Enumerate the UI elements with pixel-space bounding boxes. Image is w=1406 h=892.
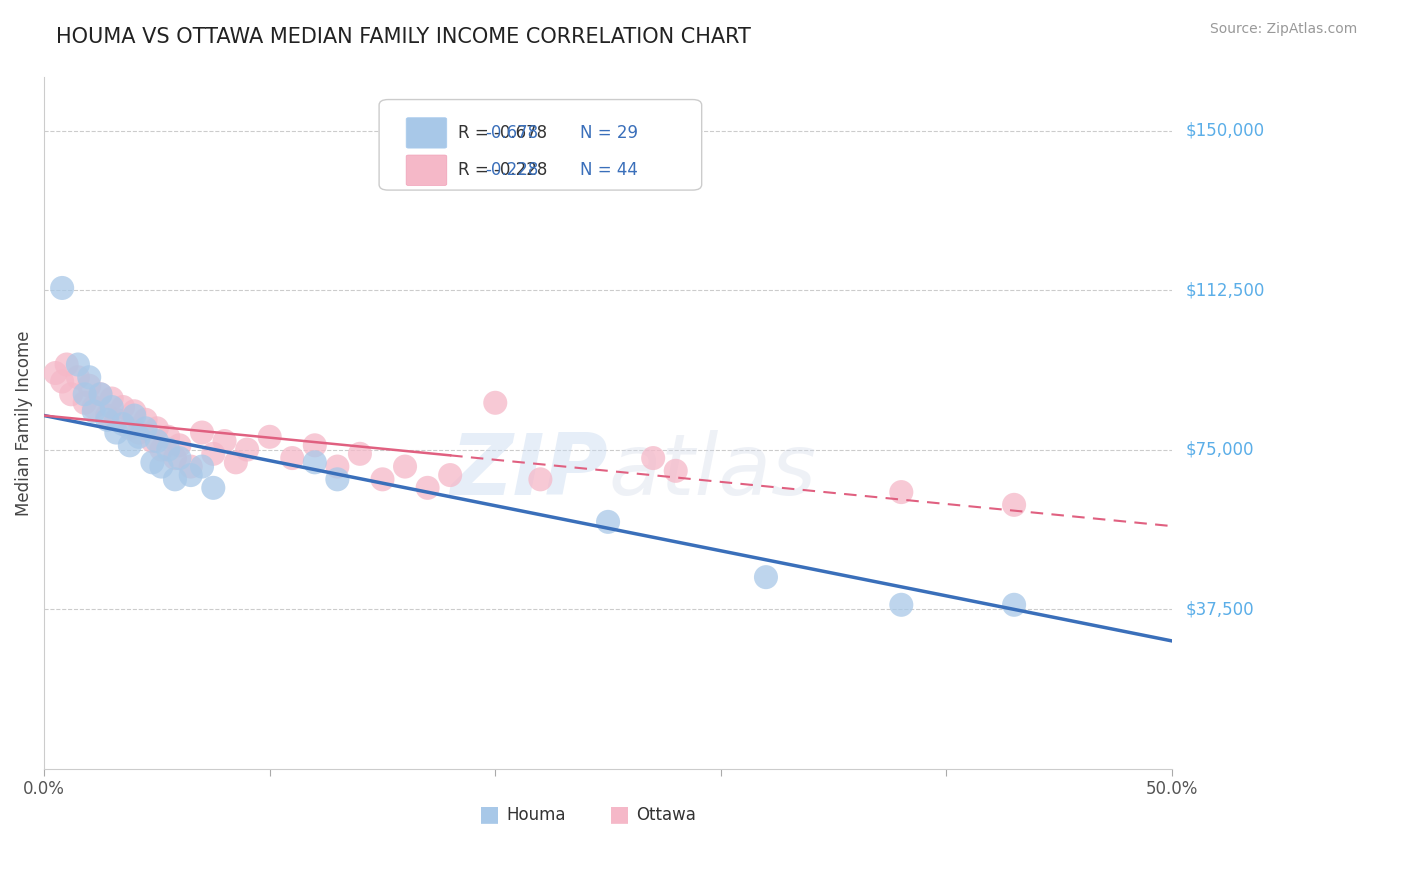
Text: HOUMA VS OTTAWA MEDIAN FAMILY INCOME CORRELATION CHART: HOUMA VS OTTAWA MEDIAN FAMILY INCOME COR… — [56, 27, 751, 46]
Point — [141, 434, 163, 448]
Point — [77, 370, 100, 384]
Point — [439, 468, 461, 483]
Text: ■: ■ — [479, 804, 501, 824]
Point — [55, 358, 77, 372]
FancyBboxPatch shape — [406, 155, 447, 186]
Point — [60, 387, 83, 401]
Point — [371, 472, 394, 486]
Point — [146, 421, 169, 435]
Text: ZIP: ZIP — [450, 430, 607, 513]
Text: N = 44: N = 44 — [579, 161, 638, 179]
Text: -0.228: -0.228 — [485, 161, 538, 179]
Point — [596, 515, 619, 529]
Point — [163, 451, 186, 466]
Point — [236, 442, 259, 457]
Point — [135, 413, 157, 427]
Text: Source: ZipAtlas.com: Source: ZipAtlas.com — [1209, 22, 1357, 37]
Point — [202, 447, 225, 461]
Point — [259, 430, 281, 444]
Point — [150, 459, 173, 474]
Point — [643, 451, 665, 466]
Point — [141, 455, 163, 469]
Point — [163, 472, 186, 486]
Point — [150, 442, 173, 457]
Text: N = 29: N = 29 — [579, 124, 638, 142]
Point — [89, 387, 111, 401]
Point — [51, 281, 73, 295]
Text: $37,500: $37,500 — [1185, 600, 1254, 618]
Point — [225, 455, 247, 469]
Point — [124, 404, 146, 418]
Point — [665, 464, 688, 478]
Point — [755, 570, 778, 584]
Y-axis label: Median Family Income: Median Family Income — [15, 330, 32, 516]
Point — [146, 434, 169, 448]
Text: atlas: atlas — [607, 430, 815, 513]
Text: $112,500: $112,500 — [1185, 281, 1265, 299]
Point — [214, 434, 236, 448]
Point — [66, 358, 89, 372]
FancyBboxPatch shape — [406, 118, 447, 148]
Point — [83, 404, 105, 418]
Point — [416, 481, 439, 495]
Point — [112, 417, 135, 431]
Point — [124, 409, 146, 423]
Point — [169, 451, 191, 466]
Point — [1002, 498, 1025, 512]
Point — [394, 459, 416, 474]
Text: Houma: Houma — [506, 805, 567, 824]
Point — [135, 421, 157, 435]
Point — [1002, 598, 1025, 612]
Point — [304, 438, 326, 452]
Text: -0.678: -0.678 — [485, 124, 538, 142]
Point — [281, 451, 304, 466]
Text: R = -0.228: R = -0.228 — [458, 161, 547, 179]
Point — [118, 421, 141, 435]
Point — [105, 413, 128, 427]
Text: $150,000: $150,000 — [1185, 121, 1264, 140]
Point — [157, 430, 180, 444]
Point — [180, 468, 202, 483]
Text: R = -0.678: R = -0.678 — [458, 124, 547, 142]
Point — [890, 485, 912, 500]
Point — [89, 387, 111, 401]
Point — [128, 430, 150, 444]
Text: ■: ■ — [609, 804, 630, 824]
Point — [128, 425, 150, 440]
Text: Ottawa: Ottawa — [637, 805, 696, 824]
Point — [96, 413, 118, 427]
Point — [180, 459, 202, 474]
Point — [326, 459, 349, 474]
Point — [191, 459, 214, 474]
Point — [51, 375, 73, 389]
Point — [105, 425, 128, 440]
Point — [83, 400, 105, 414]
Point — [73, 396, 96, 410]
Point — [73, 387, 96, 401]
Point — [529, 472, 551, 486]
Point — [349, 447, 371, 461]
Point — [304, 455, 326, 469]
Point — [44, 366, 66, 380]
Point — [191, 425, 214, 440]
Point — [101, 392, 124, 406]
Point — [890, 598, 912, 612]
Point — [66, 370, 89, 384]
Point — [169, 438, 191, 452]
Point — [77, 378, 100, 392]
Point — [326, 472, 349, 486]
Point — [112, 400, 135, 414]
FancyBboxPatch shape — [380, 100, 702, 190]
Point — [157, 442, 180, 457]
Point — [484, 396, 506, 410]
Point — [202, 481, 225, 495]
Point — [118, 438, 141, 452]
Text: $75,000: $75,000 — [1185, 441, 1254, 458]
Point — [101, 400, 124, 414]
Point — [96, 409, 118, 423]
